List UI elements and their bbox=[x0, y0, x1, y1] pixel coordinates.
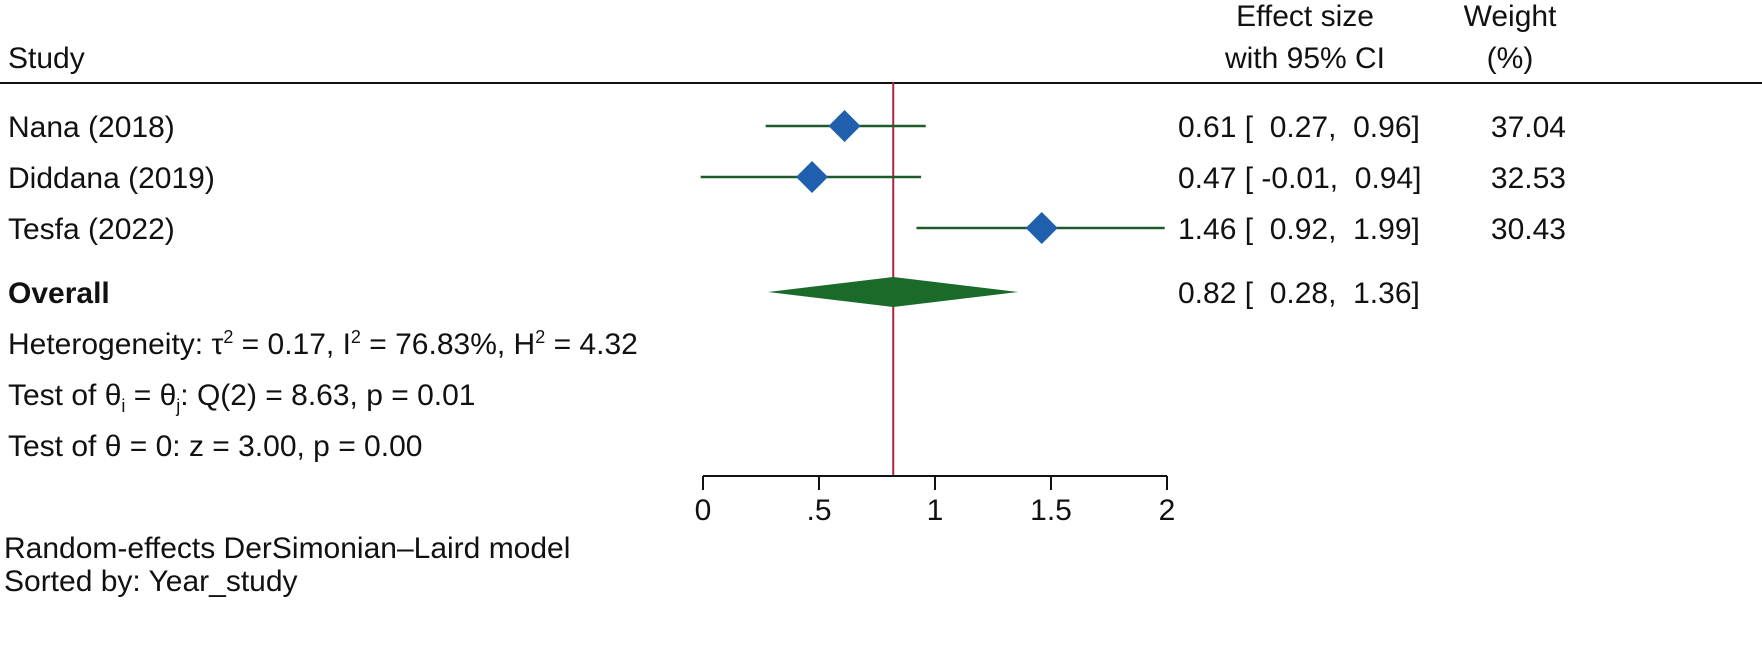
study-column-header: Study bbox=[8, 42, 85, 75]
x-axis-tick-label: 0 bbox=[695, 494, 712, 527]
overall-label: Overall bbox=[8, 277, 110, 310]
study-effect-marker bbox=[1025, 212, 1058, 244]
sorted-note: Sorted by: Year_study bbox=[4, 565, 298, 598]
study-label-diddana: Diddana (2019) bbox=[8, 162, 215, 195]
weight-header-line1: Weight bbox=[1463, 0, 1557, 33]
ci-text-tesfa: 1.46 [ 0.92, 1.99] bbox=[1178, 213, 1420, 246]
effect-size-header-line1: Effect size bbox=[1236, 0, 1374, 33]
weight-diddana: 32.53 bbox=[1490, 162, 1566, 195]
ci-text-diddana: 0.47 [ -0.01, 0.94] bbox=[1178, 162, 1422, 195]
study-effect-marker bbox=[796, 161, 829, 193]
test-of-homogeneity: Test of θi = θj: Q(2) = 8.63, p = 0.01 bbox=[8, 379, 476, 416]
weight-nana: 37.04 bbox=[1490, 111, 1566, 144]
study-effect-marker bbox=[828, 110, 861, 142]
x-axis-tick-label: .5 bbox=[806, 494, 831, 527]
overall-ci-text: 0.82 [ 0.28, 1.36] bbox=[1178, 277, 1420, 310]
overall-effect-diamond bbox=[767, 277, 1019, 307]
header-divider bbox=[0, 82, 1762, 84]
ci-text-nana: 0.61 [ 0.27, 0.96] bbox=[1178, 111, 1420, 144]
heterogeneity-stats: Heterogeneity: τ2 = 0.17, I2 = 76.83%, H… bbox=[8, 327, 638, 361]
weight-header-line2: (%) bbox=[1486, 42, 1534, 75]
model-note: Random-effects DerSimonian–Laird model bbox=[4, 532, 571, 565]
study-label-nana: Nana (2018) bbox=[8, 111, 175, 144]
x-axis-tick-label: 1 bbox=[927, 494, 944, 527]
study-label-tesfa: Tesfa (2022) bbox=[8, 213, 175, 246]
weight-tesfa: 30.43 bbox=[1490, 213, 1566, 246]
test-of-overall-effect: Test of θ = 0: z = 3.00, p = 0.00 bbox=[8, 430, 423, 463]
x-axis-tick-label: 2 bbox=[1159, 494, 1176, 527]
x-axis-tick-label: 1.5 bbox=[1030, 494, 1072, 527]
effect-size-header-line2: with 95% CI bbox=[1224, 42, 1386, 75]
